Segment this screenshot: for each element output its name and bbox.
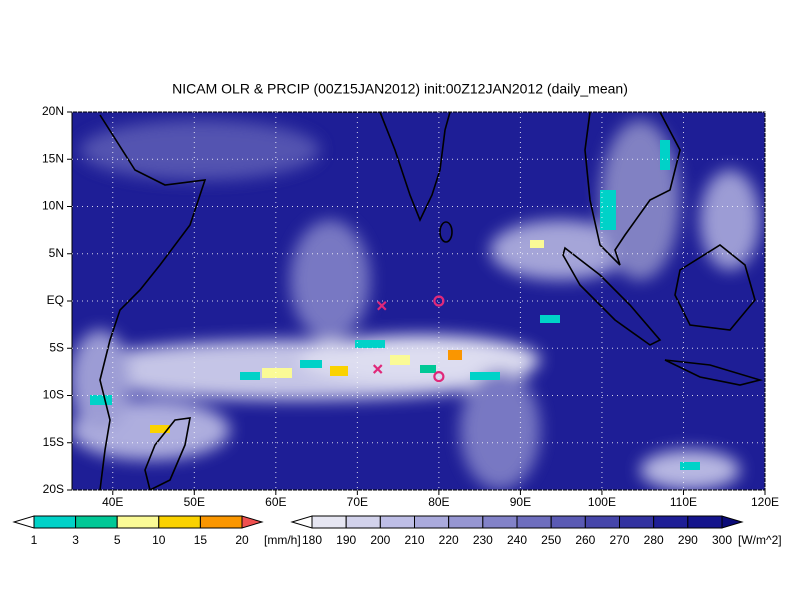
colorbar-label: 230 [473, 533, 493, 547]
map-title: NICAM OLR & PRCIP (00Z15JAN2012) init:00… [172, 81, 628, 97]
map-field [72, 112, 765, 490]
y-tick-label: 20S [43, 482, 64, 496]
colorbar-box [550, 515, 586, 529]
colorbar-box [653, 515, 689, 529]
colorbar-label: 3 [72, 533, 79, 547]
colorbar-box [516, 515, 552, 529]
y-tick-label: 15S [43, 435, 64, 449]
y-tick-label: 10N [42, 199, 64, 213]
colorbar-label: 220 [439, 533, 459, 547]
y-tick-label: 20N [42, 104, 64, 118]
y-tick-label: 5N [49, 246, 64, 260]
colorbar-box [414, 515, 450, 529]
colorbar-arrow [721, 515, 744, 529]
colorbar-box [584, 515, 620, 529]
x-tick-label: 40E [102, 495, 123, 509]
colorbar-box [687, 515, 723, 529]
colorbar-label: 1 [31, 533, 38, 547]
colorbar-label: 5 [114, 533, 121, 547]
y-tick-label: 5S [49, 340, 64, 354]
colorbar-box [345, 515, 381, 529]
colorbar-box [448, 515, 484, 529]
colorbar-label: 210 [404, 533, 424, 547]
marker-x [377, 300, 387, 311]
x-tick-label: 50E [184, 495, 205, 509]
colorbar-box [75, 515, 118, 529]
colorbar-label: 200 [370, 533, 390, 547]
x-tick-label: 70E [347, 495, 368, 509]
colorbar-label: 290 [678, 533, 698, 547]
marker-o [433, 295, 445, 307]
colorbar-box [619, 515, 655, 529]
marker-o [433, 371, 445, 383]
x-tick-label: 120E [751, 495, 779, 509]
colorbar-label: 280 [644, 533, 664, 547]
colorbar-box [33, 515, 77, 529]
colorbar-label: 300 [712, 533, 732, 547]
colorbar-unit: [W/m^2] [738, 533, 782, 547]
y-tick-label: 10S [43, 388, 64, 402]
x-tick-label: 90E [510, 495, 531, 509]
y-tick-label: 15N [42, 151, 64, 165]
colorbar-label: 270 [609, 533, 629, 547]
x-tick-label: 60E [265, 495, 286, 509]
colorbar-label: 250 [541, 533, 561, 547]
colorbar-arrow [12, 515, 35, 529]
colorbar-box [311, 515, 347, 529]
colorbar-label: 260 [575, 533, 595, 547]
colorbar-label: 15 [194, 533, 208, 547]
x-tick-label: 100E [588, 495, 616, 509]
colorbar-arrow [290, 515, 313, 529]
colorbar-box [199, 515, 243, 529]
colorbar-label: 190 [336, 533, 356, 547]
colorbar-box [116, 515, 160, 529]
colorbar-label: 20 [235, 533, 249, 547]
y-tick-label: EQ [47, 293, 64, 307]
colorbar-label: 180 [302, 533, 322, 547]
colorbar-label: 240 [507, 533, 527, 547]
colorbar-unit: [mm/h] [264, 533, 301, 547]
colorbar-box [482, 515, 518, 529]
x-tick-label: 110E [670, 495, 697, 509]
marker-x [372, 364, 383, 374]
colorbar-label: 10 [152, 533, 166, 547]
colorbar-box [379, 515, 416, 529]
x-tick-label: 80E [428, 495, 449, 509]
colorbar-arrow [241, 515, 264, 529]
colorbar-box [158, 515, 201, 529]
